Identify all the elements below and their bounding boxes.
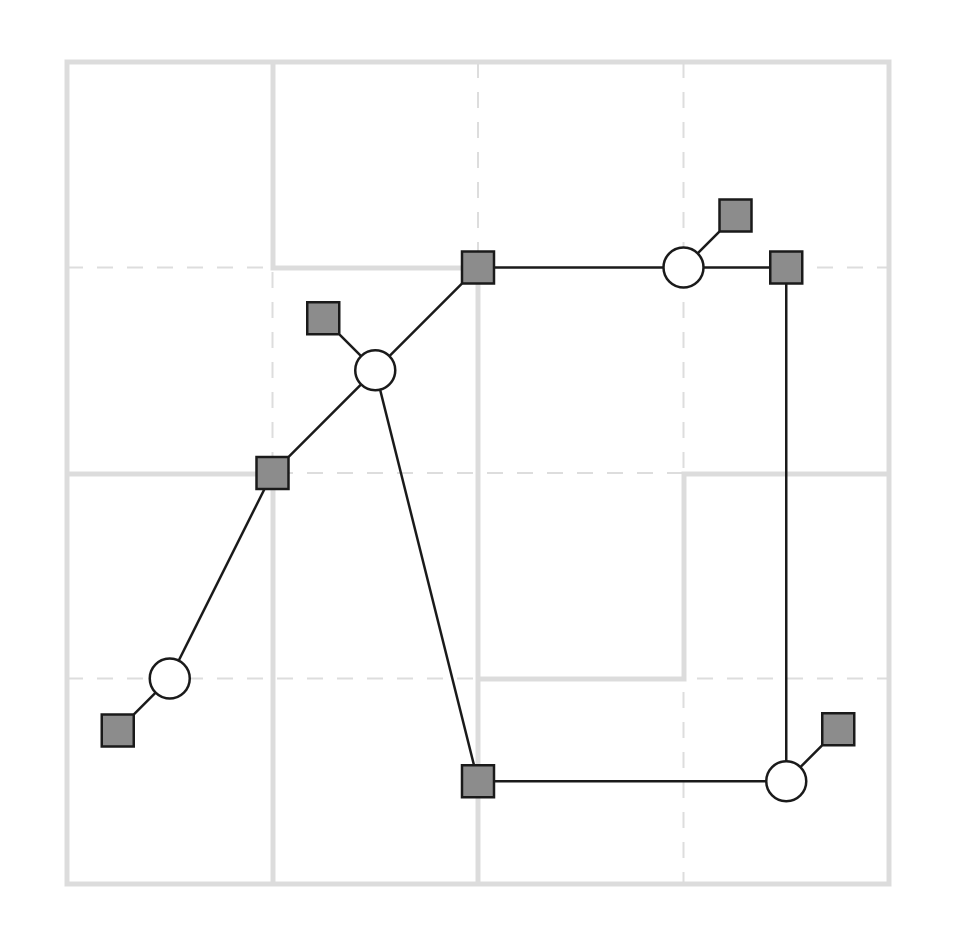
circle-node-c4 [766, 761, 806, 801]
satellite-square-c3 [102, 715, 134, 747]
square-node-s4 [462, 765, 494, 797]
edge-c2-s4 [375, 370, 478, 781]
square-node-s1 [462, 252, 494, 284]
circle-node-c1 [664, 248, 704, 288]
circle-node-c3 [150, 659, 190, 699]
satellite-square-c2 [307, 302, 339, 334]
wall-segment [478, 474, 889, 679]
satellite-square-c4 [822, 713, 854, 745]
circle-node-c2 [355, 350, 395, 390]
square-node-s3 [257, 457, 289, 489]
satellite-square-c1 [720, 200, 752, 232]
square-node-s2 [770, 252, 802, 284]
edge-s3-c3 [170, 473, 273, 679]
